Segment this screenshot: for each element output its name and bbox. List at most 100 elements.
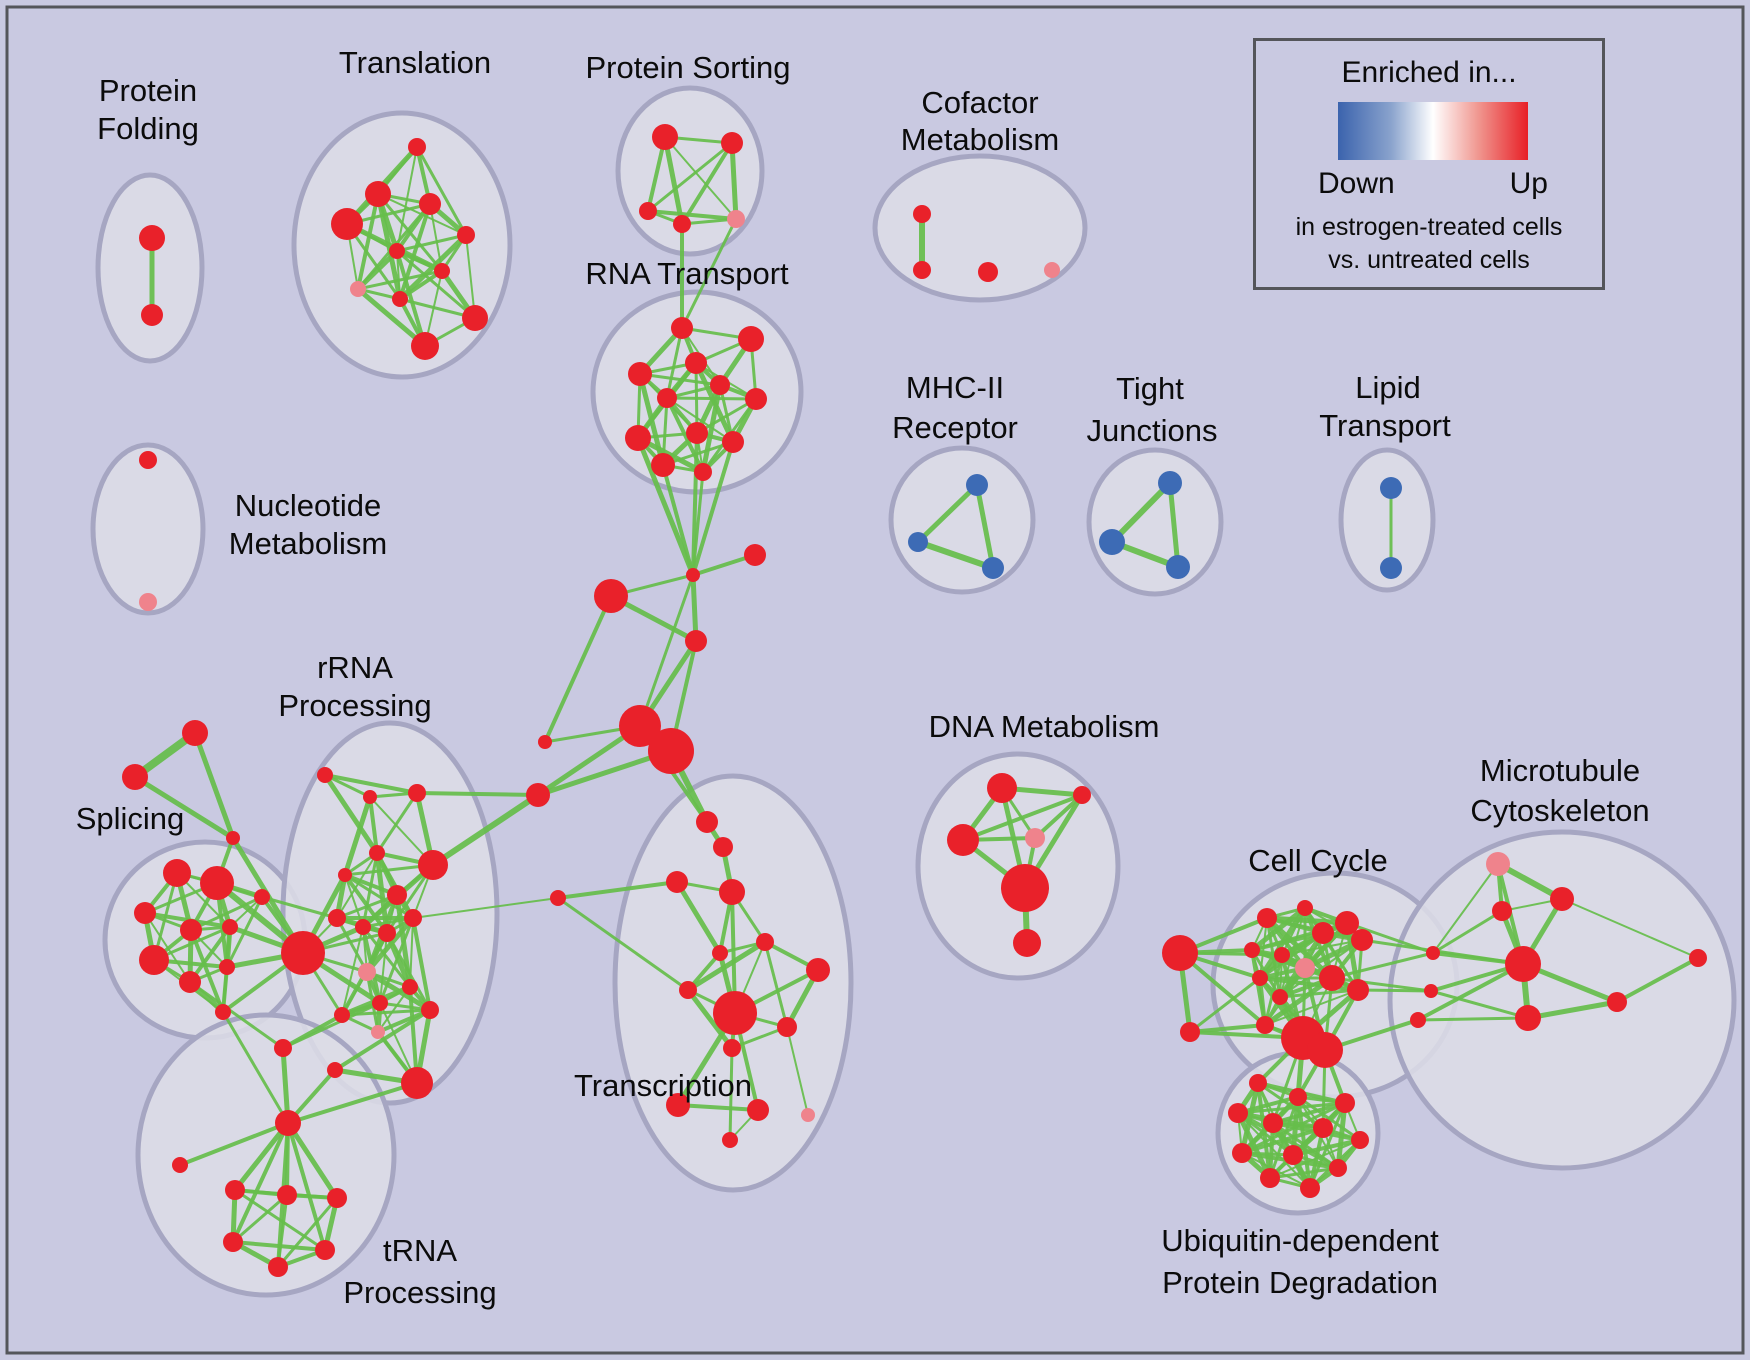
network-node-rr1 <box>317 767 333 783</box>
network-node-m1 <box>526 783 550 807</box>
network-node-cc6 <box>1274 947 1290 963</box>
network-node-rr22 <box>401 1067 433 1099</box>
network-node-u3 <box>1335 1093 1355 1113</box>
network-edge-rrna-web <box>342 794 373 878</box>
cluster-label-nucleotide-metabolism-line2: Metabolism <box>229 526 388 561</box>
cluster-label-cofactor-metabolism-line1: Cofactor <box>921 85 1038 120</box>
network-edge-splicing-web <box>189 928 225 1014</box>
legend-caption-line1: in estrogen-treated cells <box>1295 213 1563 241</box>
network-node-ps5 <box>727 210 745 228</box>
network-node-tr2 <box>365 181 391 207</box>
cluster-label-microtubule-cytoskeleton-line1: Microtubule <box>1480 753 1640 788</box>
legend-down-label: Down <box>1318 167 1395 200</box>
network-edge-rrna-web <box>323 773 372 799</box>
network-node-rt1 <box>671 317 693 339</box>
network-node-sp2 <box>200 866 234 900</box>
network-edge-translation-web <box>355 248 400 292</box>
network-node-u6 <box>1313 1118 1333 1138</box>
network-node-ps4 <box>673 215 691 233</box>
network-edge-splicing-web <box>189 895 264 932</box>
network-node-sp3 <box>134 902 156 924</box>
network-node-tr7 <box>434 263 450 279</box>
network-edge <box>408 985 419 1085</box>
network-edge <box>556 896 690 992</box>
network-node-rr4 <box>369 845 385 861</box>
network-edge <box>412 897 559 919</box>
network-edge <box>786 1026 809 1116</box>
network-node-ps1 <box>652 124 678 150</box>
cluster-label-protein-folding-line2: Folding <box>97 111 199 146</box>
network-node-s2 <box>550 890 566 906</box>
network-edge-translation-web <box>355 286 428 349</box>
network-edge-cell-cycle-web <box>1279 939 1363 998</box>
network-edge <box>1495 861 1565 902</box>
network-edge <box>231 1193 289 1244</box>
network-node-t1 <box>225 1180 245 1200</box>
network-edge <box>974 482 996 571</box>
network-node-mt2 <box>1550 887 1574 911</box>
network-node-co4 <box>1044 262 1060 278</box>
network-edge <box>1561 898 1699 959</box>
network-node-rt2 <box>738 326 764 352</box>
network-edge-cell-cycle-web <box>1258 976 1360 992</box>
network-node-tr4 <box>331 208 363 240</box>
network-node-ch2 <box>744 544 766 566</box>
cluster-label-splicing: Splicing <box>76 801 185 836</box>
network-edge-rrna-web <box>335 916 369 974</box>
cluster-label-ubiquitin-degradation-line2: Protein Degradation <box>1162 1265 1438 1300</box>
network-edge-translation-web <box>397 232 469 302</box>
network-edge <box>1178 951 1267 1027</box>
network-node-cc2 <box>1297 900 1313 916</box>
network-edge-ubiquitin-web <box>1240 1126 1325 1155</box>
network-node-rr2 <box>363 790 377 804</box>
network-edge <box>690 572 699 644</box>
network-node-cc9 <box>1252 970 1268 986</box>
network-edge <box>1167 480 1181 570</box>
network-node-li1 <box>1380 477 1402 499</box>
network-node-tr9 <box>392 291 408 307</box>
network-node-rr6 <box>418 850 448 880</box>
network-edge-ubiquitin-web <box>1235 1110 1273 1181</box>
network-node-rr17 <box>402 979 418 995</box>
network-node-rt12 <box>694 463 712 481</box>
network-edge <box>915 482 980 545</box>
network-edge <box>1360 938 1525 966</box>
network-node-tjn3 <box>1166 555 1190 579</box>
network-node-x5 <box>756 933 774 951</box>
network-node-u1 <box>1249 1074 1267 1092</box>
network-edge-rna-transport-web <box>666 397 734 443</box>
network-edge <box>260 895 339 920</box>
cluster-label-lipid-transport-line2: Transport <box>1319 408 1451 443</box>
network-node-x1 <box>696 811 718 833</box>
network-node-rr20 <box>334 1007 350 1023</box>
network-edge-protein-sorting-web <box>646 141 734 213</box>
network-node-sp1 <box>163 859 191 887</box>
network-edge-protein-sorting-web <box>646 209 738 221</box>
network-node-x3 <box>666 871 688 893</box>
network-node-rt4 <box>628 362 652 386</box>
network-edge <box>1416 962 1525 1022</box>
network-node-t2 <box>277 1185 297 1205</box>
cluster-label-transcription: Transcription <box>574 1068 752 1103</box>
network-node-sp6 <box>139 945 169 975</box>
network-node-rt9 <box>625 425 651 451</box>
network-node-rt7 <box>745 388 767 410</box>
network-node-mt1 <box>1486 852 1510 876</box>
network-node-h1 <box>619 705 661 747</box>
network-edge-transcription-web <box>685 987 735 1051</box>
legend: Enriched in... Down Up in estrogen-treat… <box>1253 38 1605 290</box>
network-node-th <box>275 1110 301 1136</box>
network-node-g3 <box>226 831 240 845</box>
network-edge <box>728 1046 734 1142</box>
network-node-nm2 <box>139 593 157 611</box>
network-edge-translation-web <box>395 233 468 253</box>
network-edge-rrna-web <box>411 916 432 1012</box>
network-edge <box>1432 863 1499 954</box>
network-edge <box>638 573 695 728</box>
legend-gradient-bar <box>1338 102 1528 160</box>
cluster-ellipse-cofactor-metabolism <box>872 153 1088 303</box>
cluster-ellipse-microtubule-cytoskeleton <box>1387 829 1737 1171</box>
network-node-rr11 <box>328 909 346 927</box>
network-node-rt3 <box>685 352 707 374</box>
network-node-d2 <box>1073 786 1091 804</box>
